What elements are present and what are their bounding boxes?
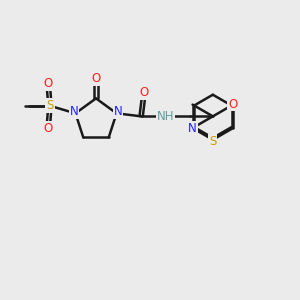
Text: O: O [44, 77, 53, 90]
Text: S: S [209, 135, 217, 148]
Text: N: N [70, 105, 78, 118]
Text: NH: NH [157, 110, 175, 123]
Text: O: O [228, 98, 238, 110]
Text: S: S [46, 99, 54, 112]
Text: O: O [44, 122, 53, 135]
Text: N: N [114, 105, 122, 118]
Text: O: O [139, 86, 148, 99]
Text: O: O [92, 72, 100, 85]
Text: N: N [188, 122, 197, 135]
